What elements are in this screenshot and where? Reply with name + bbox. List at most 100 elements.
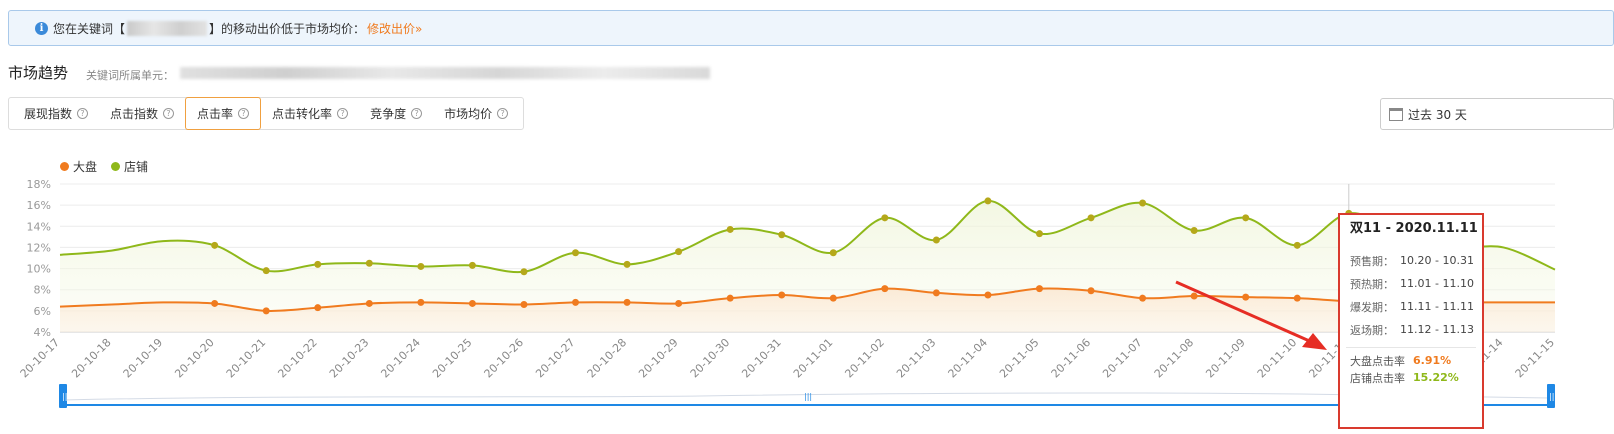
y-tick-label: 6% [34, 305, 51, 318]
market-label: 大盘点击率 [1350, 354, 1405, 368]
tab-conversion-rate[interactable]: 点击转化率? [261, 98, 359, 129]
period-label: 返场期： [1350, 323, 1394, 337]
annotation-arrow-line [1175, 280, 1315, 345]
tab-ctr[interactable]: 点击率? [185, 97, 262, 130]
tooltip-period-row: 预售期： 10.20 - 10.31 [1340, 249, 1482, 272]
legend-item-market[interactable]: 大盘 [60, 158, 97, 175]
data-point-market [829, 294, 837, 302]
legend-label: 店铺 [124, 160, 149, 174]
x-tick-label: 20-10-30 [688, 336, 733, 381]
tooltip-period-row: 返场期： 11.12 - 11.13 [1340, 318, 1482, 341]
data-point-market [572, 298, 580, 306]
y-tick-label: 12% [27, 241, 51, 254]
data-point-store [417, 262, 425, 270]
tab-label: 点击率 [197, 107, 234, 121]
x-tick-label: 20-10-18 [69, 336, 114, 381]
redacted-unit-name [180, 67, 710, 79]
tab-label: 市场均价 [444, 107, 493, 121]
data-point-market [211, 299, 219, 307]
y-tick-label: 4% [34, 326, 51, 339]
tab-impression-index[interactable]: 展现指数? [13, 98, 99, 129]
data-point-market [984, 291, 992, 299]
data-point-market [1242, 293, 1250, 301]
data-point-store [520, 268, 528, 276]
series-area-market [60, 288, 1555, 332]
help-icon[interactable]: ? [337, 108, 349, 119]
data-point-market [1293, 294, 1301, 302]
series-line-market [59, 287, 1555, 312]
data-point-store [1190, 227, 1198, 235]
x-tick-label: 20-11-03 [894, 336, 939, 381]
x-tick-label: 20-11-07 [1100, 336, 1145, 381]
help-icon[interactable]: ? [77, 108, 89, 119]
store-value: 15.22% [1413, 371, 1459, 384]
x-tick-label: 20-11-06 [1049, 336, 1094, 381]
x-tick-label: 20-11-08 [1152, 336, 1197, 381]
data-point-market [778, 291, 786, 299]
data-point-store [1087, 214, 1095, 222]
tooltip-period-row: 预热期： 11.01 - 11.10 [1340, 272, 1482, 295]
x-tick-label: 20-11-01 [791, 336, 836, 381]
x-tick-label: 20-11-10 [1255, 336, 1300, 381]
x-tick-label: 20-11-04 [946, 336, 991, 381]
data-point-market [365, 299, 373, 307]
data-point-store [262, 267, 270, 275]
annotation-arrow-head [1302, 333, 1327, 350]
zoom-grip-left: || [62, 392, 67, 401]
help-icon[interactable]: ? [163, 108, 175, 119]
section-subtitle: 关键词所属单元： [86, 69, 174, 82]
notice-bar: i 您在关键词【 】的移动出价低于市场均价： 修改出价» [8, 10, 1614, 46]
zoom-preview-line [62, 392, 1552, 401]
tab-click-index[interactable]: 点击指数? [99, 98, 185, 129]
x-tick-label: 20-10-22 [275, 336, 320, 381]
data-point-store [1035, 230, 1043, 238]
redacted-keyword [127, 20, 208, 36]
data-point-store [1139, 199, 1147, 207]
tab-competition[interactable]: 竞争度? [359, 98, 433, 129]
data-point-store [829, 249, 837, 257]
modify-bid-link[interactable]: 修改出价» [367, 21, 423, 36]
tab-market-avg-price[interactable]: 市场均价? [433, 98, 519, 129]
x-tick-label: 20-10-19 [121, 336, 166, 381]
legend-item-store[interactable]: 店铺 [111, 158, 148, 175]
data-point-store [468, 261, 476, 269]
data-point-store [675, 248, 683, 256]
data-point-store [623, 260, 631, 268]
data-point-market [417, 298, 425, 306]
info-icon: i [35, 21, 48, 35]
data-point-market [1035, 285, 1043, 293]
y-tick-label: 8% [34, 284, 51, 297]
y-tick-label: 14% [27, 220, 51, 233]
data-tooltip: 双11 - 2020.11.11 预售期： 10.20 - 10.31 预热期： 1… [1338, 213, 1484, 429]
zoom-handle-left [59, 384, 67, 408]
zoom-handle-right [1547, 384, 1555, 408]
help-icon[interactable]: ? [497, 108, 509, 119]
calendar-icon [1389, 107, 1403, 121]
data-point-store [1293, 241, 1301, 249]
date-range-select[interactable]: 过去 30 天 [1380, 98, 1614, 130]
data-point-store [314, 260, 322, 268]
tooltip-divider [1346, 347, 1476, 348]
tab-label: 展现指数 [24, 107, 73, 121]
x-tick-label: 20-10-25 [430, 336, 475, 381]
data-point-store [726, 225, 734, 233]
tooltip-title: 双11 - 2020.11.11 [1350, 221, 1478, 236]
period-value: 11.12 - 11.13 [1400, 323, 1474, 336]
data-point-store [984, 197, 992, 205]
tooltip-store-row: 店铺点击率 15.22% [1340, 369, 1482, 386]
x-tick-label: 20-11-05 [997, 336, 1042, 381]
series-area-store [60, 200, 1555, 332]
tab-label: 竞争度 [370, 107, 407, 121]
section-title: 市场趋势 [8, 64, 69, 82]
x-tick-label: 20-10-28 [585, 336, 630, 381]
help-icon[interactable]: ? [411, 108, 423, 119]
data-point-store [211, 241, 219, 249]
help-icon[interactable]: ? [238, 108, 250, 119]
x-tick-label: 20-10-24 [378, 336, 423, 381]
zoom-grip-right: || [1549, 392, 1554, 401]
series-line-store [59, 199, 1556, 274]
y-tick-label: 18% [27, 178, 51, 191]
data-point-market [1139, 294, 1147, 302]
date-range-label: 过去 30 天 [1408, 107, 1467, 122]
